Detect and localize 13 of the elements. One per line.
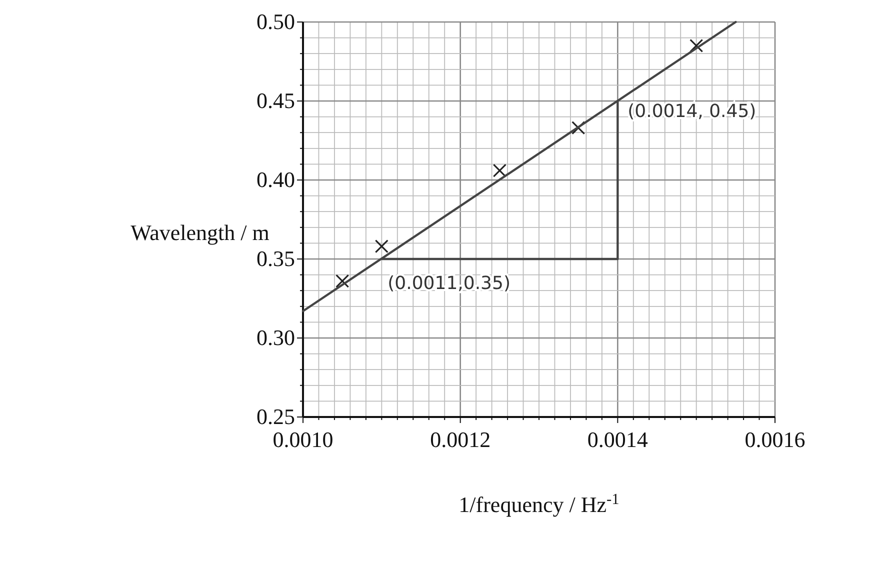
text: 0.0010 (272, 427, 334, 452)
x-tick-label: 0.0012 (430, 427, 491, 452)
y-tick-label: 0.30 (256, 325, 295, 350)
y-tick-label: 0.40 (256, 167, 295, 192)
y-tick-label: 0.25 (256, 404, 295, 429)
y-axis-title: Wavelength / m (130, 220, 270, 245)
y-tick-label: 0.45 (256, 88, 295, 113)
annotation: (0.0014, 0.45) (628, 101, 756, 122)
x-axis-title: 1/frequency / Hz$^{-1}$ (458, 490, 620, 517)
y-tick-label: 0.35 (256, 246, 295, 271)
x-tick-label: 0.0016 (744, 427, 806, 452)
x-tick-label: 0.0014 (587, 427, 648, 452)
y-tick-label: 0.50 (256, 9, 295, 34)
